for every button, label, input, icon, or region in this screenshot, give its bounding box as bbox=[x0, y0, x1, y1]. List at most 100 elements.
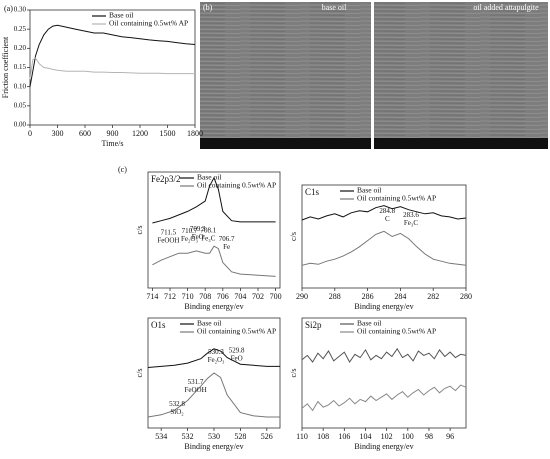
x-tick-label: 286 bbox=[362, 292, 374, 301]
peak-position: 709.3 bbox=[190, 225, 206, 233]
y-axis-label: c/s bbox=[289, 232, 298, 241]
peak-species: Fe₂O₃ bbox=[208, 356, 225, 364]
legend-label: Base oil bbox=[357, 186, 381, 195]
legend-label: Base oil bbox=[357, 319, 381, 328]
peak-position: 530.3 bbox=[208, 348, 224, 356]
data-line bbox=[147, 372, 280, 418]
y-tick-label: 0.10 bbox=[14, 82, 27, 90]
data-line bbox=[29, 57, 195, 80]
y-tick-label: 0.00 bbox=[14, 121, 27, 129]
x-tick-label: 526 bbox=[261, 432, 273, 441]
panel-label: (c) bbox=[118, 165, 127, 174]
x-axis-label: Binding energy/ev bbox=[184, 302, 243, 311]
peak-species: Fe bbox=[223, 243, 230, 251]
x-tick-label: 700 bbox=[270, 292, 282, 301]
peak-position: 710.7 bbox=[182, 227, 198, 235]
x-tick-label: 104 bbox=[359, 432, 371, 441]
y-tick-label: 0.05 bbox=[14, 101, 27, 109]
x-tick-label: 534 bbox=[155, 432, 167, 441]
panel-title: O1s bbox=[151, 320, 166, 330]
x-tick-label: 102 bbox=[381, 432, 393, 441]
panel-title: Si2p bbox=[305, 320, 322, 330]
peak-position: 706.7 bbox=[219, 235, 235, 243]
peak-species: Fe₃C bbox=[201, 235, 215, 243]
y-tick-label: 0.15 bbox=[14, 63, 27, 71]
x-tick-label: 530 bbox=[208, 432, 220, 441]
peak-position: 284.8 bbox=[379, 207, 395, 215]
plot-frame bbox=[301, 317, 467, 429]
data-line bbox=[147, 348, 280, 368]
x-tick-label: 98 bbox=[425, 432, 433, 441]
panel-label: (a) bbox=[4, 4, 13, 13]
peak-species: C bbox=[385, 215, 390, 223]
x-tick-label: 284 bbox=[394, 292, 406, 301]
x-tick-label: 1800 bbox=[187, 129, 203, 138]
x-tick-label: 300 bbox=[52, 129, 64, 138]
x-tick-label: 110 bbox=[296, 432, 308, 441]
x-tick-label: 290 bbox=[296, 292, 308, 301]
x-tick-label: 702 bbox=[252, 292, 264, 301]
data-line bbox=[152, 176, 276, 224]
x-tick-label: 714 bbox=[146, 292, 158, 301]
peak-position: 529.8 bbox=[229, 346, 245, 354]
x-tick-label: 1200 bbox=[132, 129, 148, 138]
legend-label: Oil containing 0.5wt% AP bbox=[109, 19, 188, 28]
x-tick-label: 96 bbox=[446, 432, 454, 441]
x-tick-label: 704 bbox=[234, 292, 246, 301]
peak-species: FeO bbox=[192, 233, 204, 241]
sem-image: (b) base oil bbox=[200, 2, 371, 149]
data-line bbox=[301, 230, 467, 266]
x-tick-label: 528 bbox=[234, 432, 246, 441]
x-tick-label: 710 bbox=[182, 292, 194, 301]
x-tick-label: 708 bbox=[199, 292, 211, 301]
x-axis-label: Binding energy/ev bbox=[354, 302, 413, 311]
data-line bbox=[152, 245, 276, 277]
peak-position: 708.1 bbox=[200, 227, 216, 235]
data-line bbox=[301, 347, 467, 363]
image-label: oil added attapulgite bbox=[473, 3, 539, 12]
x-axis-label: Binding energy/ev bbox=[184, 442, 243, 451]
peak-species: Fe₃C bbox=[404, 219, 418, 227]
x-tick-label: 706 bbox=[217, 292, 229, 301]
sem-image: oil added attapulgite bbox=[374, 2, 548, 149]
y-axis-label: c/s bbox=[135, 369, 144, 378]
x-tick-label: 712 bbox=[164, 292, 176, 301]
x-tick-label: 100 bbox=[402, 432, 414, 441]
x-tick-label: 600 bbox=[79, 129, 91, 138]
image-label: base oil bbox=[322, 3, 347, 12]
legend-label: Oil containing 0.5wt% AP bbox=[197, 327, 276, 336]
x-tick-label: 1500 bbox=[160, 129, 176, 138]
legend-label: Oil containing 0.5wt% AP bbox=[197, 181, 276, 190]
data-line bbox=[301, 205, 467, 221]
y-tick-label: 0.20 bbox=[14, 44, 27, 52]
y-axis-label: Friction coefficient bbox=[1, 36, 10, 98]
y-tick-label: 0.25 bbox=[14, 25, 27, 33]
peak-species: FeOOH bbox=[184, 386, 206, 394]
peak-position: 531.7 bbox=[188, 378, 204, 386]
data-line bbox=[301, 384, 467, 412]
x-tick-label: 288 bbox=[329, 292, 341, 301]
panel-title: C1s bbox=[305, 187, 320, 197]
peak-position: 283.6 bbox=[403, 211, 419, 219]
plot-frame bbox=[147, 171, 281, 289]
peak-position: 711.5 bbox=[161, 229, 177, 237]
panel-label: (b) bbox=[203, 3, 213, 12]
peak-species: FeOOH bbox=[157, 237, 179, 245]
peak-species: Fe₂O₃ bbox=[181, 235, 198, 243]
y-axis-label: c/s bbox=[289, 369, 298, 378]
x-tick-label: 900 bbox=[107, 129, 119, 138]
x-tick-label: 282 bbox=[427, 292, 439, 301]
legend-label: Oil containing 0.5wt% AP bbox=[357, 327, 436, 336]
plot-frame bbox=[301, 184, 467, 289]
legend-label: Base oil bbox=[197, 319, 221, 328]
x-tick-label: 106 bbox=[338, 432, 350, 441]
legend-label: Oil containing 0.5wt% AP bbox=[357, 194, 436, 203]
x-tick-label: 280 bbox=[460, 292, 472, 301]
legend-label: Base oil bbox=[109, 11, 133, 20]
y-tick-label: 0.30 bbox=[14, 6, 27, 14]
peak-species: SiO₂ bbox=[170, 408, 184, 416]
x-tick-label: 532 bbox=[182, 432, 194, 441]
peak-species: FeO bbox=[231, 354, 243, 362]
x-tick-label: 108 bbox=[317, 432, 329, 441]
